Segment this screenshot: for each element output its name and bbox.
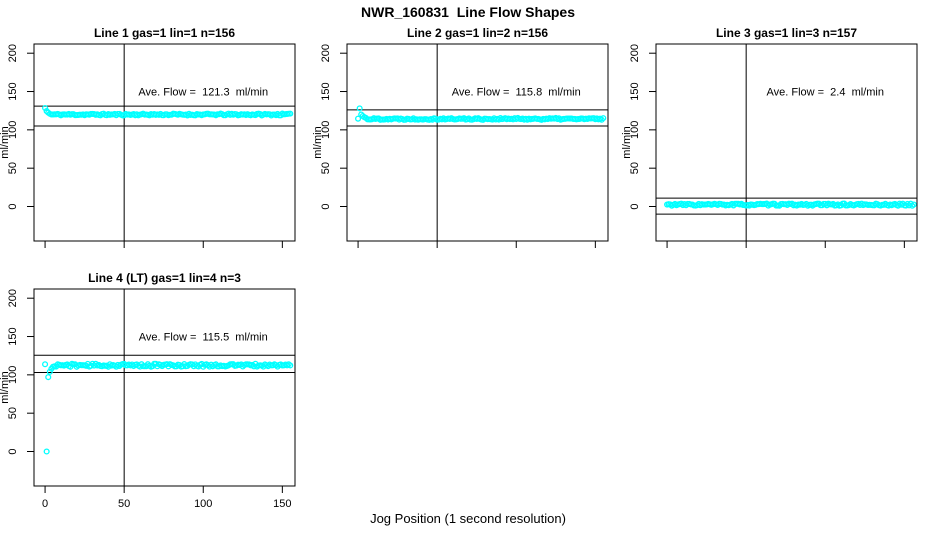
data-point: [910, 201, 917, 208]
main-title: NWR_160831 Line Flow Shapes: [361, 4, 575, 20]
y-tick-label: 100: [7, 121, 19, 139]
reference-lines: [34, 354, 295, 374]
y-axis: 0 50 100 150 200: [7, 44, 34, 210]
y-tick-label: 200: [7, 44, 19, 62]
x-tick-label: 150: [273, 498, 291, 510]
y-axis-label: ml/min: [622, 126, 633, 158]
data-point: [356, 105, 363, 112]
y-tick-label: 50: [7, 162, 19, 174]
ave-flow-annotation: Ave. Flow = 121.3 ml/min: [138, 87, 268, 99]
y-tick-label: 200: [320, 44, 332, 62]
data-points: [42, 360, 294, 455]
x-axis-title: Jog Position (1 second resolution): [370, 511, 566, 526]
y-axis: 0 50 100 150 200: [7, 289, 34, 455]
reference-lines: [34, 105, 295, 127]
y-tick-label: 0: [7, 448, 19, 454]
panel-title: Line 4 (LT) gas=1 lin=4 n=3: [88, 271, 241, 285]
data-point: [42, 104, 49, 112]
y-axis-label: ml/min: [0, 126, 11, 158]
data-point: [42, 361, 49, 368]
ave-flow-annotation: Ave. Flow = 2.4 ml/min: [767, 87, 884, 99]
plot-box: [346, 43, 609, 242]
plot-box: [33, 288, 296, 487]
y-tick-label: 0: [320, 203, 332, 209]
data-points: [355, 105, 607, 123]
y-tick-label: 150: [7, 327, 19, 345]
y-axis-label: ml/min: [0, 371, 11, 403]
y-tick-label: 150: [320, 82, 332, 100]
reference-lines: [347, 109, 608, 127]
ave-flow-annotation: Ave. Flow = 115.8 ml/min: [452, 87, 581, 99]
plot-box: [33, 43, 296, 242]
y-tick-label: 100: [629, 121, 641, 139]
panel-line-4: 0 50 100 150 200 0 50 100 150 ml/min Line 4 (LT) g…: [0, 245, 313, 540]
ave-flow-annotation: Ave. Flow = 115.5 ml/min: [139, 332, 268, 344]
panel-title: Line 2 gas=1 lin=2 n=156: [407, 26, 548, 40]
y-axis: 0 50 100 150 200: [629, 44, 656, 210]
x-axis: 0 50 100 150: [42, 486, 292, 510]
panel-title: Line 1 gas=1 lin=1 n=156: [94, 26, 235, 40]
y-axis-label: ml/min: [313, 126, 324, 158]
data-point: [287, 362, 294, 369]
y-tick-label: 200: [7, 289, 19, 307]
data-point: [45, 374, 52, 381]
y-tick-label: 50: [7, 407, 19, 419]
data-points: [42, 104, 294, 119]
panel-title: Line 3 gas=1 lin=3 n=157: [716, 26, 857, 40]
x-tick-label: 0: [42, 498, 48, 510]
data-point: [600, 115, 607, 122]
reference-lines: [656, 197, 917, 215]
y-tick-label: 200: [629, 44, 641, 62]
data-point: [598, 116, 605, 123]
y-tick-label: 50: [629, 162, 641, 174]
y-axis: 0 50 100 150 200: [320, 44, 347, 210]
data-point: [355, 115, 362, 122]
data-point: [46, 368, 53, 375]
y-tick-label: 150: [7, 82, 19, 100]
plot-box: [655, 43, 918, 242]
y-tick-label: 50: [320, 162, 332, 174]
y-tick-label: 0: [629, 203, 641, 209]
y-tick-label: 100: [320, 121, 332, 139]
x-tick-label: 100: [194, 498, 212, 510]
chart-line-4: 0 50 100 150 200 0 50 100 150 ml/min Line 4 (LT) g…: [0, 271, 296, 510]
y-tick-label: 150: [629, 82, 641, 100]
y-tick-label: 0: [7, 203, 19, 209]
data-point: [287, 110, 294, 117]
y-tick-label: 100: [7, 366, 19, 384]
data-points: [664, 200, 917, 209]
data-point: [43, 448, 50, 455]
x-tick-label: 50: [118, 498, 130, 510]
